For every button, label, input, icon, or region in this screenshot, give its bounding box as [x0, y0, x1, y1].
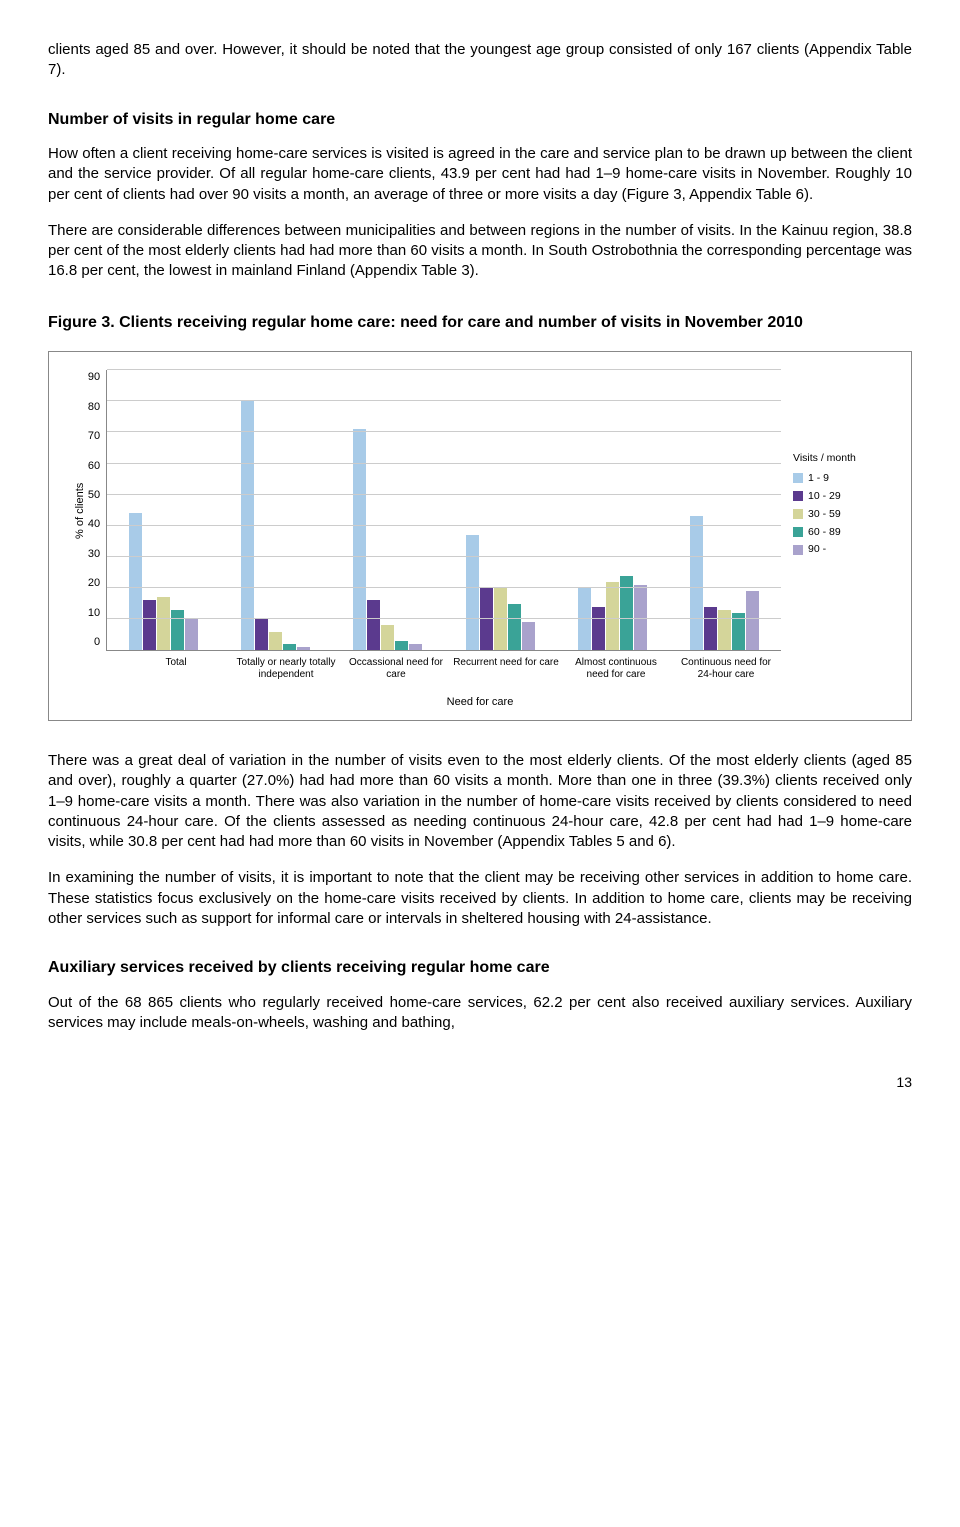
bar [171, 610, 184, 650]
bar [157, 597, 170, 650]
bar [129, 513, 142, 650]
legend-label: 30 - 59 [808, 508, 841, 520]
bar [255, 619, 268, 650]
x-tick-label: Continuous need for 24-hour care [671, 657, 781, 681]
x-tick-label: Occassional need for care [341, 657, 451, 681]
legend-item: 1 - 9 [793, 470, 893, 488]
bar [143, 600, 156, 650]
x-tick-label: Almost continuous need for care [561, 657, 671, 681]
body-text: There are considerable differences betwe… [48, 221, 912, 282]
bar [718, 610, 731, 650]
bar [746, 591, 759, 650]
bar [395, 641, 408, 650]
chart-container: % of clients 9080706050403020100 Visits … [48, 351, 912, 721]
body-text: Out of the 68 865 clients who regularly … [48, 993, 912, 1034]
body-text: In examining the number of visits, it is… [48, 868, 912, 929]
bar [522, 622, 535, 650]
bar [606, 582, 619, 650]
x-tick-label: Recurrent need for care [451, 657, 561, 681]
x-tick-label: Totally or nearly totally independent [231, 657, 341, 681]
legend-swatch [793, 509, 803, 519]
legend-swatch [793, 527, 803, 537]
legend-label: 1 - 9 [808, 472, 829, 484]
page-number: 13 [48, 1073, 912, 1092]
bar [185, 619, 198, 650]
body-text: clients aged 85 and over. However, it sh… [48, 40, 912, 81]
legend-item: 90 - [793, 541, 893, 559]
bar [508, 604, 521, 651]
bar [578, 588, 591, 650]
legend-label: 10 - 29 [808, 490, 841, 502]
chart-legend: Visits / month 1 - 9 10 - 29 30 - 59 60 - 8… [781, 370, 893, 559]
bar-group [444, 370, 556, 650]
legend-swatch [793, 473, 803, 483]
chart-plot [106, 370, 781, 651]
bar [297, 647, 310, 650]
bar-group [219, 370, 331, 650]
legend-title: Visits / month [793, 450, 893, 468]
bar [381, 625, 394, 650]
bar-group [669, 370, 781, 650]
legend-swatch [793, 491, 803, 501]
body-text: How often a client receiving home-care s… [48, 144, 912, 205]
legend-item: 30 - 59 [793, 506, 893, 524]
bar [690, 516, 703, 650]
y-axis-ticks: 9080706050403020100 [88, 370, 106, 650]
bar [269, 632, 282, 651]
bar-group [556, 370, 668, 650]
bar-group [332, 370, 444, 650]
legend-item: 10 - 29 [793, 488, 893, 506]
bar [704, 607, 717, 651]
bar [367, 600, 380, 650]
y-axis-label: % of clients [67, 381, 88, 641]
x-axis: TotalTotally or nearly totally independe… [121, 657, 781, 681]
body-text: There was a great deal of variation in t… [48, 751, 912, 852]
legend-label: 90 - [808, 543, 826, 555]
legend-label: 60 - 89 [808, 526, 841, 538]
section-heading: Number of visits in regular home care [48, 109, 912, 131]
section-heading: Auxiliary services received by clients r… [48, 957, 912, 979]
bar [466, 535, 479, 650]
bar [241, 401, 254, 650]
bar [480, 588, 493, 650]
x-tick-label: Total [121, 657, 231, 681]
bar [409, 644, 422, 650]
x-axis-label: Need for care [67, 695, 893, 710]
bar-group [107, 370, 219, 650]
figure-title: Figure 3. Clients receiving regular home… [48, 312, 912, 334]
bar [494, 588, 507, 650]
bar [283, 644, 296, 650]
bar [592, 607, 605, 651]
legend-swatch [793, 545, 803, 555]
legend-item: 60 - 89 [793, 524, 893, 542]
